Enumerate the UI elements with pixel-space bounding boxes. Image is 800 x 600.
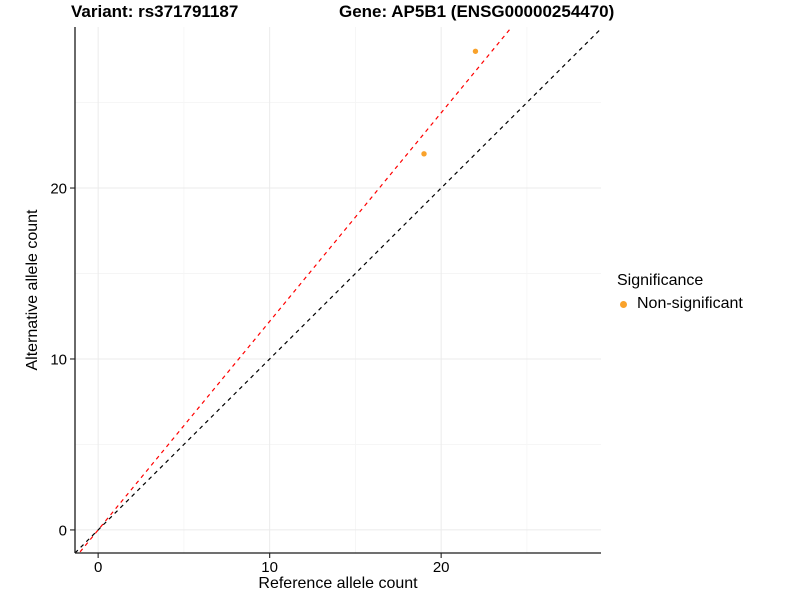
data-point <box>421 151 427 157</box>
y-tick-label: 0 <box>59 522 67 539</box>
legend-item-label: Non-significant <box>637 295 743 312</box>
y-tick-label: 20 <box>50 181 67 198</box>
x-tick-label: 0 <box>94 559 102 576</box>
legend-item: Non-significant <box>617 295 743 313</box>
x-tick-label: 20 <box>433 559 450 576</box>
legend: Significance Non-significant <box>617 272 743 313</box>
plot-title-variant: Variant: rs371791187 <box>71 2 239 21</box>
identity-line <box>75 28 601 553</box>
x-tick-label: 10 <box>261 559 278 576</box>
plot-title-gene: Gene: AP5B1 (ENSG00000254470) <box>339 2 615 21</box>
y-tick-label: 10 <box>50 351 67 368</box>
regression-line <box>78 27 513 553</box>
reference-lines <box>75 27 601 553</box>
data-point <box>472 48 479 54</box>
y-axis-title: Alternative allele count <box>24 209 41 371</box>
x-axis-title: Reference allele count <box>258 575 418 592</box>
legend-title: Significance <box>617 272 704 289</box>
legend-point-icon <box>620 300 627 308</box>
